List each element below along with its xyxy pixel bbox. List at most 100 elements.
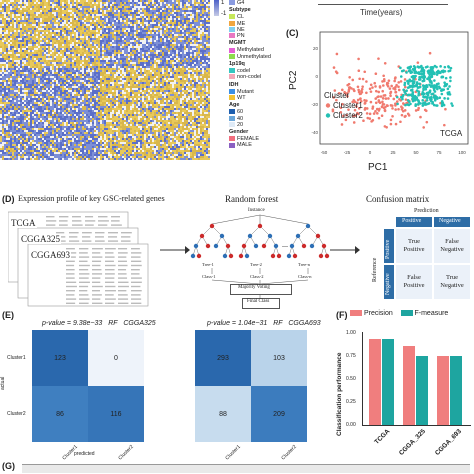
pca-point-cluster1 bbox=[419, 115, 422, 119]
bar-cgga325-fmeasure bbox=[416, 356, 428, 425]
legend-item: G4 bbox=[229, 0, 289, 6]
pca-point-cluster2 bbox=[435, 73, 439, 76]
reference-label: Reference bbox=[372, 257, 378, 282]
forest-node bbox=[193, 243, 199, 249]
pca-point-cluster1 bbox=[392, 97, 396, 101]
tree-n-label: Tree-n bbox=[298, 262, 310, 267]
row-header-positive-label: Positive bbox=[385, 239, 391, 259]
pca-point-cluster2 bbox=[445, 82, 449, 86]
pca-point-cluster1 bbox=[389, 122, 393, 126]
pca-point-cluster2 bbox=[416, 103, 420, 106]
pca-point-cluster1 bbox=[334, 70, 338, 73]
forest-node bbox=[301, 243, 307, 249]
flow-arrow-left bbox=[160, 246, 190, 254]
pca-point-cluster2 bbox=[417, 66, 421, 69]
forest-node bbox=[267, 233, 273, 239]
cm1-row-label-2: Cluster2 bbox=[7, 411, 26, 417]
cm1-y-label: actual bbox=[0, 376, 6, 390]
flow-arrow-right bbox=[330, 246, 360, 254]
confusion-matrix-cgga693: p-value = 1.04e−31 RF CGGA693 293 103 88… bbox=[165, 308, 330, 461]
pca-point-cluster2 bbox=[426, 77, 429, 81]
legend-item: PN bbox=[229, 33, 289, 39]
legend-group-title: 1p19q bbox=[229, 61, 245, 68]
pca-point-cluster2 bbox=[414, 103, 418, 106]
pca-x-tick: 75 bbox=[436, 150, 442, 155]
pca-point-cluster2 bbox=[411, 79, 414, 83]
instance-label: Instance bbox=[248, 208, 265, 213]
pca-point-cluster2 bbox=[407, 69, 411, 73]
pca-point-cluster2 bbox=[412, 76, 415, 79]
ellipsis-label: ... bbox=[282, 240, 288, 249]
forest-node bbox=[276, 253, 282, 259]
pca-point-cluster2 bbox=[406, 93, 410, 97]
pca-y-tick: 0 bbox=[315, 74, 318, 79]
pca-point-cluster2 bbox=[432, 88, 436, 92]
class-2-label: Class-2 bbox=[250, 274, 264, 279]
pca-point-cluster1 bbox=[357, 57, 360, 61]
pca-point-cluster1 bbox=[394, 102, 397, 106]
pca-point-cluster1 bbox=[353, 108, 357, 112]
forest-node bbox=[318, 253, 324, 259]
pca-point-cluster1 bbox=[348, 75, 351, 79]
pca-point-cluster1 bbox=[404, 114, 407, 118]
forest-node bbox=[196, 253, 202, 259]
final-class-box bbox=[242, 298, 280, 309]
pca-point-cluster2 bbox=[419, 102, 422, 105]
header-positive bbox=[396, 217, 432, 227]
pca-point-cluster1 bbox=[381, 100, 384, 104]
km-x-axis-line bbox=[318, 4, 448, 5]
panel-letter-c: (C) bbox=[286, 28, 299, 38]
pca-point-cluster1 bbox=[425, 120, 429, 124]
pca-x-tick: -25 bbox=[344, 150, 351, 155]
pca-point-cluster1 bbox=[379, 95, 383, 98]
pca-point-cluster2 bbox=[411, 81, 415, 85]
dataset-label-cgga693: CGGA693 bbox=[30, 250, 72, 260]
pca-point-cluster1 bbox=[365, 112, 369, 115]
pca-point-cluster2 bbox=[430, 73, 434, 77]
tree-1-label: Tree-1 bbox=[202, 262, 214, 267]
pca-point-cluster1 bbox=[383, 108, 387, 112]
cm1-cell-2-1: 86 bbox=[32, 386, 88, 442]
cell-true-positive: True Positive bbox=[396, 229, 432, 263]
legend-item: Unmethylated bbox=[229, 54, 289, 60]
panel-letter-g: (G) bbox=[2, 461, 15, 471]
pca-point-cluster2 bbox=[419, 70, 423, 73]
forest-node bbox=[321, 243, 327, 249]
forest-node bbox=[205, 243, 211, 249]
pca-point-cluster1 bbox=[368, 87, 372, 91]
pca-point-cluster2 bbox=[403, 83, 406, 87]
pca-point-cluster1 bbox=[382, 74, 385, 78]
pca-point-cluster2 bbox=[439, 65, 442, 68]
pca-point-cluster1 bbox=[371, 119, 375, 122]
forest-node bbox=[247, 233, 253, 239]
confusion-matrix-title: Confusion matrix bbox=[366, 194, 430, 204]
pca-point-cluster1 bbox=[377, 90, 381, 94]
pca-point-cluster1 bbox=[384, 105, 387, 109]
legend-item: CL bbox=[229, 14, 289, 20]
pca-point-cluster1 bbox=[331, 108, 335, 112]
pca-point-cluster1 bbox=[377, 116, 381, 120]
cm1-cell-1-1: 123 bbox=[32, 330, 88, 386]
pca-point-cluster1 bbox=[390, 104, 394, 107]
pca-point-cluster2 bbox=[446, 87, 450, 91]
pca-legend-label: Cluster2 bbox=[333, 111, 363, 120]
pca-x-tick: 100 bbox=[458, 150, 466, 155]
pca-point-cluster2 bbox=[403, 81, 407, 85]
bar-y-label: Classification performance bbox=[336, 352, 343, 436]
dataset-label-tcga: TCGA bbox=[10, 218, 37, 228]
pca-point-cluster2 bbox=[405, 89, 408, 93]
pca-point-cluster1 bbox=[392, 87, 395, 90]
pca-point-cluster1 bbox=[344, 92, 347, 95]
pca-point-cluster1 bbox=[346, 83, 349, 87]
pca-point-cluster1 bbox=[357, 90, 361, 94]
pca-point-cluster1 bbox=[397, 81, 401, 84]
pca-point-cluster1 bbox=[337, 92, 341, 95]
pca-point-cluster2 bbox=[443, 81, 446, 84]
pca-point-cluster2 bbox=[443, 84, 446, 88]
pca-point-cluster2 bbox=[425, 92, 429, 95]
pca-point-cluster1 bbox=[386, 85, 390, 88]
forest-node bbox=[222, 253, 228, 259]
pca-point-cluster2 bbox=[409, 79, 412, 83]
pca-point-cluster2 bbox=[403, 90, 407, 94]
pca-point-cluster1 bbox=[401, 102, 405, 105]
